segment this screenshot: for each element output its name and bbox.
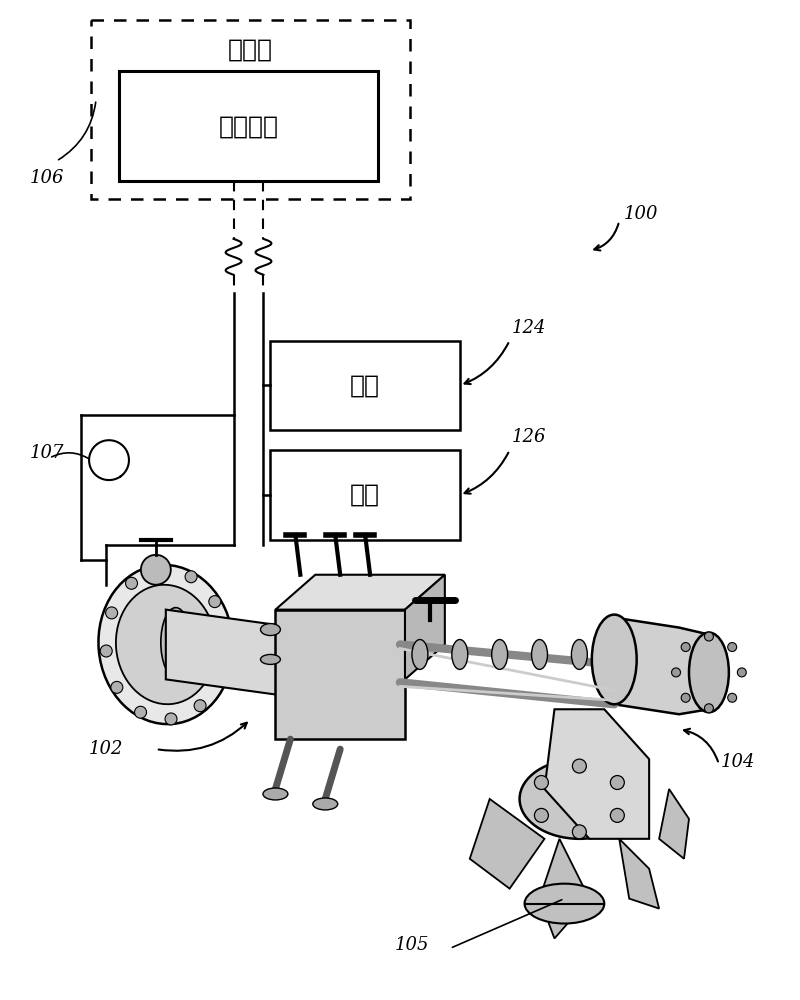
Text: 124: 124 <box>512 319 546 337</box>
Text: 100: 100 <box>624 205 658 223</box>
Circle shape <box>214 670 226 682</box>
Ellipse shape <box>525 884 604 924</box>
Text: 126: 126 <box>512 428 546 446</box>
Ellipse shape <box>689 633 729 712</box>
Text: 102: 102 <box>89 740 123 758</box>
FancyBboxPatch shape <box>270 341 460 430</box>
Ellipse shape <box>492 640 508 669</box>
Circle shape <box>134 706 146 718</box>
Polygon shape <box>545 709 649 839</box>
Circle shape <box>534 776 548 789</box>
Circle shape <box>209 596 221 608</box>
Circle shape <box>705 632 714 641</box>
Ellipse shape <box>452 640 468 669</box>
Circle shape <box>681 643 690 652</box>
Circle shape <box>610 776 624 789</box>
Circle shape <box>705 704 714 713</box>
Circle shape <box>534 808 548 822</box>
Polygon shape <box>614 618 709 714</box>
Polygon shape <box>470 799 545 889</box>
Circle shape <box>728 643 737 652</box>
Polygon shape <box>619 839 659 909</box>
Polygon shape <box>659 789 689 859</box>
Ellipse shape <box>412 640 428 669</box>
Polygon shape <box>539 839 590 938</box>
Circle shape <box>219 632 231 644</box>
Ellipse shape <box>571 640 587 669</box>
Ellipse shape <box>261 654 281 664</box>
Polygon shape <box>166 610 310 699</box>
Text: 106: 106 <box>30 169 64 187</box>
Ellipse shape <box>313 798 338 810</box>
Text: 电源: 电源 <box>350 373 380 397</box>
Circle shape <box>106 607 118 619</box>
Circle shape <box>681 693 690 702</box>
Polygon shape <box>405 575 445 679</box>
Ellipse shape <box>141 555 170 585</box>
FancyBboxPatch shape <box>270 450 460 540</box>
Text: 104: 104 <box>721 753 755 771</box>
Text: 控制单元: 控制单元 <box>218 114 278 138</box>
Ellipse shape <box>263 788 288 800</box>
Ellipse shape <box>519 759 639 839</box>
Circle shape <box>728 693 737 702</box>
Circle shape <box>194 700 206 712</box>
Circle shape <box>738 668 746 677</box>
Ellipse shape <box>531 640 547 669</box>
Circle shape <box>154 564 166 576</box>
Circle shape <box>185 571 197 583</box>
Circle shape <box>572 825 586 839</box>
Circle shape <box>572 759 586 773</box>
Ellipse shape <box>98 565 233 724</box>
Circle shape <box>100 645 112 657</box>
Polygon shape <box>275 575 445 610</box>
Circle shape <box>111 681 123 693</box>
Ellipse shape <box>261 624 281 636</box>
FancyBboxPatch shape <box>119 71 378 181</box>
Circle shape <box>671 668 681 677</box>
Circle shape <box>165 713 177 725</box>
Ellipse shape <box>592 615 637 704</box>
FancyBboxPatch shape <box>91 20 410 199</box>
Circle shape <box>126 577 138 589</box>
Text: 105: 105 <box>395 936 430 954</box>
FancyBboxPatch shape <box>275 610 405 739</box>
Text: 控制室: 控制室 <box>228 38 273 62</box>
Ellipse shape <box>116 585 216 704</box>
Text: 107: 107 <box>30 444 64 462</box>
Circle shape <box>610 808 624 822</box>
Ellipse shape <box>161 608 190 677</box>
Text: 设备: 设备 <box>350 483 380 507</box>
